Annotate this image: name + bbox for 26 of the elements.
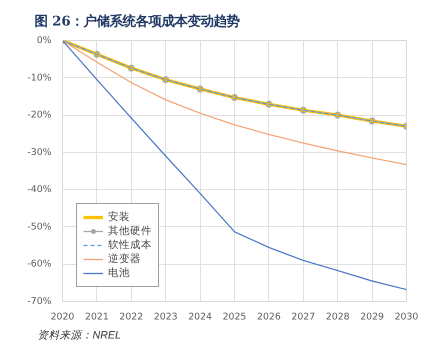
- y-tick-label: -20%: [27, 110, 52, 121]
- x-tick-label: 2020: [50, 312, 74, 322]
- x-tick-label: 2024: [188, 312, 212, 322]
- y-tick-label: -30%: [27, 146, 52, 158]
- y-tick-label: -10%: [27, 72, 52, 84]
- y-tick-label: -50%: [27, 221, 52, 232]
- text: 资料来源：NREL: [38, 330, 121, 342]
- legend-label: 电池: [108, 266, 130, 280]
- x-tick-label: 2027: [291, 312, 316, 322]
- y-tick-label: -40%: [27, 184, 52, 196]
- x-tick-label: 2030: [394, 312, 418, 322]
- legend-label: 安装: [108, 210, 130, 224]
- x-tick-label: 2021: [85, 312, 109, 322]
- y-tick-label: -60%: [27, 258, 52, 270]
- x-tick-label: 2026: [257, 312, 281, 322]
- chart-title: 图 26：户储系统各项成本变动趋势: [34, 14, 240, 30]
- x-tick-label: 2023: [154, 312, 178, 322]
- y-tick-label: -70%: [27, 296, 52, 307]
- legend-label: 软性成本: [108, 238, 152, 252]
- x-tick-label: 2025: [222, 312, 246, 322]
- legend-label: 其他硬件: [108, 224, 152, 238]
- x-tick-label: 2022: [119, 312, 144, 322]
- x-tick-label: 2029: [360, 312, 384, 322]
- legend-label: 逆变器: [108, 252, 141, 266]
- y-tick-label: 0%: [36, 35, 52, 46]
- x-tick-label: 2028: [326, 312, 350, 322]
